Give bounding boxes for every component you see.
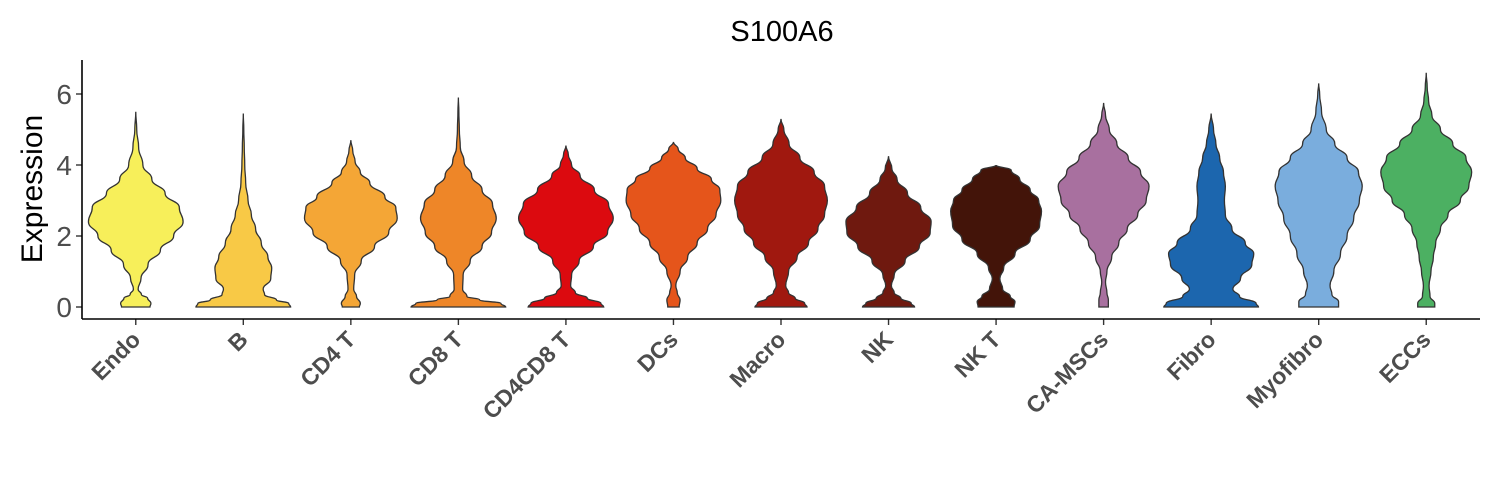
y-tick-label: 6 [56,79,72,110]
violin-myofibro [1274,82,1363,308]
chart-title: S100A6 [730,16,833,48]
violin-cd4cd8-t [517,144,614,308]
violin-macro [733,118,829,308]
y-axis-ticks: 0 2 4 6 [56,79,82,323]
y-axis-label: Expression [16,115,49,263]
violin-dcs [625,141,722,308]
violin-endo [87,111,184,308]
x-tick-label: ECCs [1374,326,1436,388]
x-tick-label: CD4 T [295,326,360,391]
violin-cd4-t [303,139,398,308]
violin-fibro [1163,112,1260,308]
x-tick-label: NK [856,326,898,368]
x-tick-label: CD4CD8 T [478,326,576,424]
violin-b [195,112,292,308]
violin-nk [845,155,932,308]
x-tick-label: DCs [632,326,683,377]
violin-ca-mscs [1057,102,1150,308]
x-tick-label: NK T [949,326,1005,382]
x-tick-label: Macro [724,326,790,392]
y-tick-label: 2 [56,221,72,252]
x-tick-label: Endo [86,326,145,385]
violin-cd8-t [410,96,507,308]
x-tick-label: CA-MSCs [1021,326,1113,418]
x-axis-ticks: Endo B CD4 T CD8 T CD4CD8 T DCs Macro NK NK T CA-… [86,319,1436,424]
y-tick-label: 4 [56,150,72,181]
x-tick-label: B [223,326,253,356]
violin-group [87,72,1473,308]
violin-eccs [1380,72,1473,308]
violin-nk-t [949,164,1043,308]
x-tick-label: CD8 T [403,326,468,391]
y-tick-label: 0 [56,292,72,323]
x-tick-label: Myofibro [1241,326,1328,413]
x-tick-label: Fibro [1162,326,1221,385]
